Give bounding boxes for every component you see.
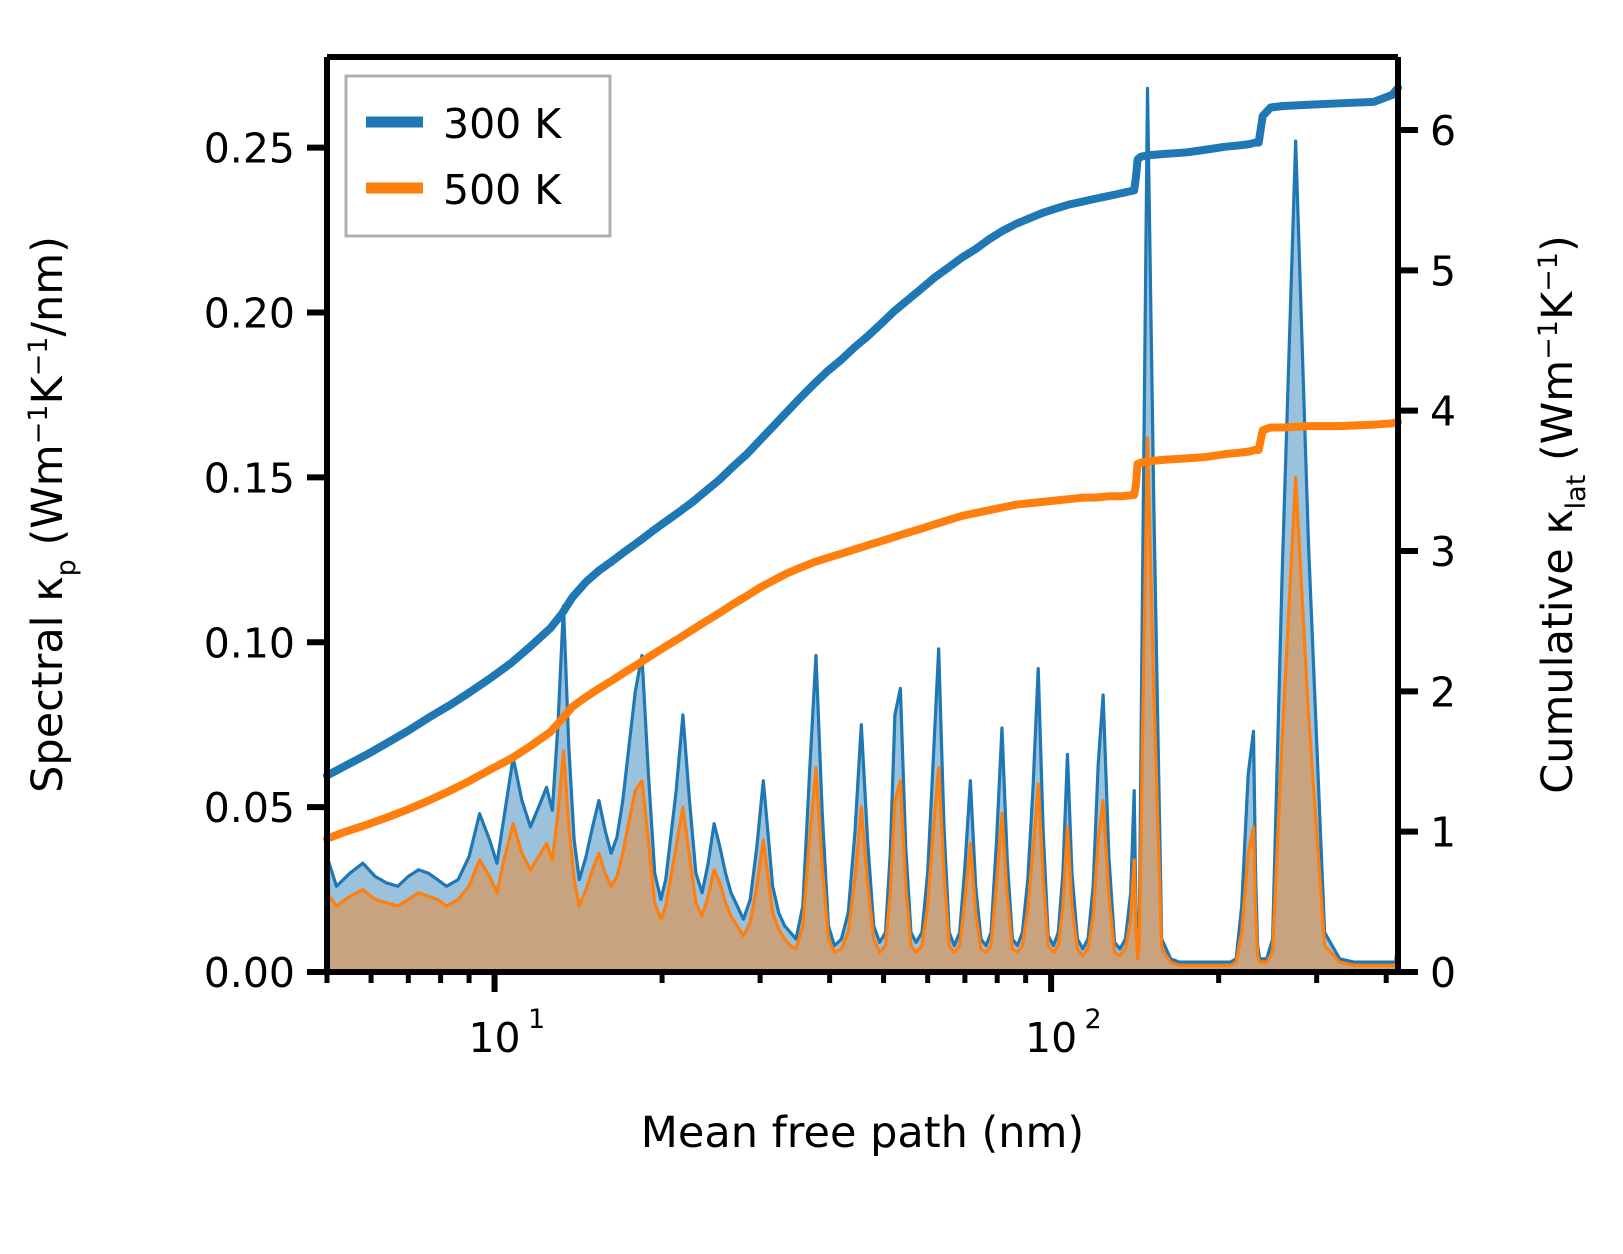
svg-text:1: 1 xyxy=(1430,809,1456,857)
svg-text:2: 2 xyxy=(1085,1004,1102,1035)
spectral-500k-fill xyxy=(327,437,1398,973)
svg-text:10: 10 xyxy=(468,1014,520,1062)
x-axis-label: Mean free path (nm) xyxy=(641,1108,1084,1158)
svg-text:1: 1 xyxy=(528,1004,545,1035)
svg-text:0.10: 0.10 xyxy=(204,619,295,667)
svg-text:0.25: 0.25 xyxy=(204,125,295,173)
cumulative-300k-line xyxy=(323,83,1402,780)
svg-text:5: 5 xyxy=(1430,247,1456,295)
legend-box[interactable]: 300 K 500 K xyxy=(344,74,612,238)
y-left-axis-label: Spectral κp (Wm−1K−1/nm) xyxy=(23,236,82,793)
svg-text:6: 6 xyxy=(1430,107,1456,155)
spectral-300k-fill xyxy=(327,88,1398,972)
y-left-axis-ticks xyxy=(307,144,327,975)
svg-text:3: 3 xyxy=(1430,528,1456,576)
y-right-tick-labels: 0 1 2 3 4 5 6 xyxy=(1430,107,1456,997)
svg-text:0.20: 0.20 xyxy=(204,290,295,338)
plot-lines xyxy=(323,83,1402,968)
x-axis-tick-labels: 10 1 10 2 xyxy=(468,1004,1101,1062)
svg-text:0.05: 0.05 xyxy=(204,784,295,832)
svg-text:0: 0 xyxy=(1430,949,1456,997)
y-right-axis-ticks xyxy=(1398,126,1418,975)
cumulative-500k-line xyxy=(323,417,1402,843)
svg-text:0.15: 0.15 xyxy=(204,454,295,502)
svg-text:Spectral κp (Wm−1K−1/nm): Spectral κp (Wm−1K−1/nm) xyxy=(23,236,82,793)
y-left-tick-labels: 0.00 0.05 0.10 0.15 0.20 0.25 xyxy=(204,125,295,997)
svg-text:4: 4 xyxy=(1430,388,1456,436)
x-axis-ticks xyxy=(324,972,1389,992)
svg-text:10: 10 xyxy=(1025,1014,1077,1062)
spectral-500k-line xyxy=(325,436,1400,968)
plot-fills xyxy=(327,88,1398,973)
svg-text:Cumulative κlat (Wm−1K−1): Cumulative κlat (Wm−1K−1) xyxy=(1533,235,1592,794)
svg-text:500 K: 500 K xyxy=(443,166,562,214)
y-right-axis-label: Cumulative κlat (Wm−1K−1) xyxy=(1533,235,1592,794)
svg-text:0.00: 0.00 xyxy=(204,949,295,997)
svg-text:2: 2 xyxy=(1430,668,1456,716)
svg-text:300 K: 300 K xyxy=(443,100,562,148)
